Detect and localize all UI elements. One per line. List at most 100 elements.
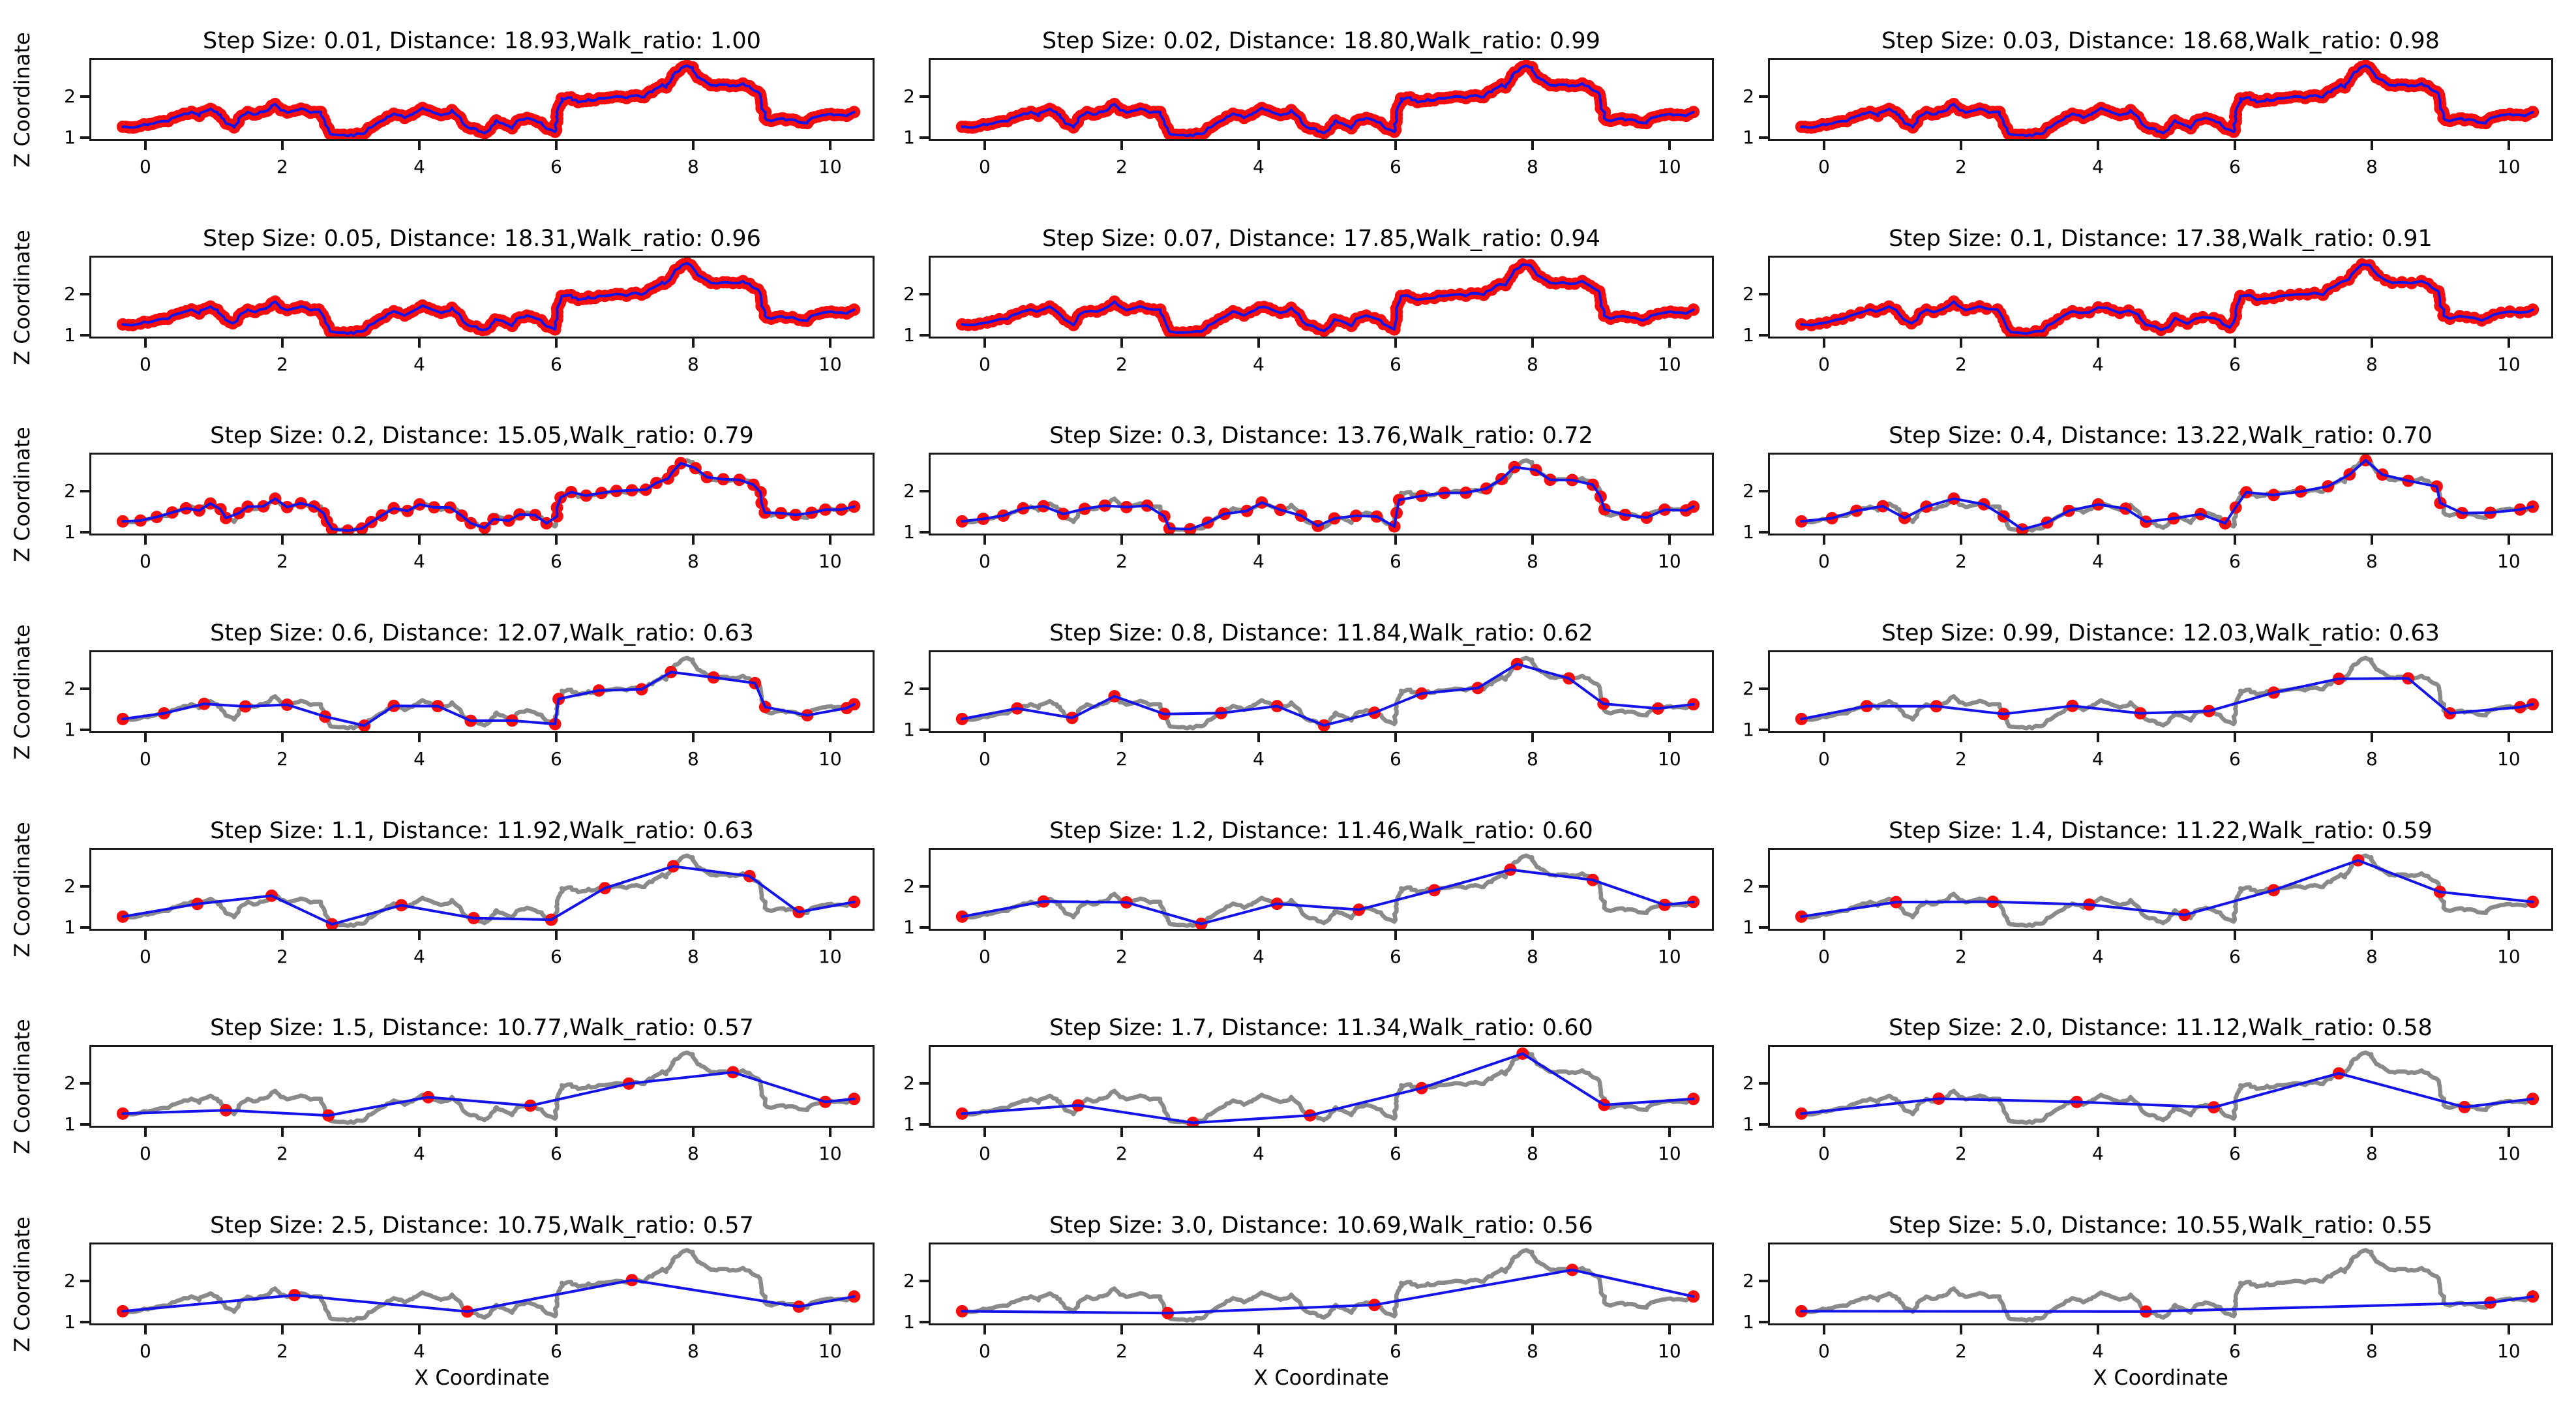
x-tick-label: 0 bbox=[1818, 748, 1830, 770]
x-tick-mark bbox=[1531, 1128, 1534, 1137]
sampled-markers bbox=[955, 258, 1700, 337]
x-tick-label: 10 bbox=[1658, 156, 1681, 177]
walk-path bbox=[1799, 655, 2535, 731]
y-axis-label-row-3: Z Coordinate bbox=[10, 426, 35, 562]
y-tick-mark bbox=[920, 530, 929, 534]
y-tick-label: 2 bbox=[64, 1072, 76, 1094]
x-tick-mark bbox=[143, 1128, 147, 1137]
x-axis-label-col-3: X Coordinate bbox=[2093, 1365, 2228, 1390]
x-tick-mark bbox=[2370, 535, 2373, 545]
walk-path bbox=[1799, 1050, 2535, 1125]
sampled-markers bbox=[955, 1047, 1700, 1126]
x-tick-label: 4 bbox=[1252, 354, 1265, 375]
x-tick-mark bbox=[828, 931, 831, 940]
y-tick-mark bbox=[80, 926, 89, 929]
sampled-markers bbox=[116, 457, 861, 534]
plot-frame bbox=[929, 453, 1714, 535]
x-tick-mark bbox=[280, 1325, 284, 1334]
x-tick-mark bbox=[983, 931, 986, 940]
y-tick-label: 2 bbox=[903, 283, 915, 305]
x-tick-mark bbox=[1959, 339, 1962, 348]
resampled-line bbox=[961, 1052, 1695, 1124]
y-tick-label: 1 bbox=[1743, 718, 1754, 740]
plot-frame bbox=[929, 1243, 1714, 1325]
y-tick-label: 2 bbox=[64, 875, 76, 897]
x-tick-mark bbox=[417, 931, 421, 940]
plot-frame bbox=[1768, 1045, 2553, 1128]
subplot-step-2.5: Step Size: 2.5, Distance: 10.75,Walk_rat… bbox=[33, 1212, 931, 1368]
x-tick-mark bbox=[2233, 535, 2236, 545]
resampled-line bbox=[121, 262, 856, 335]
plot-area bbox=[955, 853, 1700, 929]
y-tick-label: 1 bbox=[903, 1310, 915, 1333]
x-tick-label: 8 bbox=[2365, 1340, 2378, 1362]
y-tick-label: 2 bbox=[1743, 678, 1754, 700]
y-tick-label: 2 bbox=[903, 875, 915, 897]
resampled-line bbox=[961, 64, 1695, 138]
y-tick-mark bbox=[920, 136, 929, 139]
x-tick-label: 10 bbox=[2497, 550, 2521, 572]
plot-area bbox=[116, 457, 861, 534]
x-tick-mark bbox=[1394, 1325, 1397, 1334]
y-tick-label: 2 bbox=[1743, 480, 1754, 502]
y-tick-mark bbox=[80, 333, 89, 337]
x-tick-label: 0 bbox=[1818, 354, 1830, 375]
x-tick-label: 8 bbox=[687, 354, 699, 375]
y-tick-mark bbox=[80, 1122, 89, 1126]
x-tick-mark bbox=[691, 339, 695, 348]
x-tick-mark bbox=[2233, 1325, 2236, 1334]
x-tick-mark bbox=[1120, 1325, 1123, 1334]
x-tick-label: 4 bbox=[413, 1143, 425, 1164]
plot-frame bbox=[929, 58, 1714, 141]
sampled-markers bbox=[116, 60, 861, 139]
y-tick-label: 1 bbox=[64, 718, 76, 740]
plot-area bbox=[955, 458, 1700, 534]
subplot-title: Step Size: 1.1, Distance: 11.92,Walk_rat… bbox=[210, 818, 754, 844]
y-tick-mark bbox=[920, 687, 929, 691]
y-tick-mark bbox=[920, 1280, 929, 1283]
subplot-title: Step Size: 0.07, Distance: 17.85,Walk_ra… bbox=[1042, 226, 1600, 252]
walk-path bbox=[121, 1248, 856, 1323]
y-tick-mark bbox=[80, 136, 89, 139]
x-tick-label: 0 bbox=[139, 1340, 151, 1362]
x-tick-mark bbox=[2507, 1325, 2510, 1334]
y-tick-mark bbox=[1759, 490, 1768, 493]
x-tick-label: 4 bbox=[2091, 1143, 2104, 1164]
x-tick-label: 6 bbox=[1389, 354, 1401, 375]
resampled-line bbox=[121, 670, 856, 727]
subplot-title: Step Size: 1.5, Distance: 10.77,Walk_rat… bbox=[210, 1015, 754, 1041]
y-tick-label: 1 bbox=[64, 916, 76, 938]
x-tick-mark bbox=[2233, 931, 2236, 940]
x-tick-mark bbox=[554, 1325, 558, 1334]
x-tick-mark bbox=[554, 339, 558, 348]
y-tick-label: 2 bbox=[1743, 1072, 1754, 1094]
x-tick-label: 4 bbox=[413, 354, 425, 375]
subplot-step-1.4: Step Size: 1.4, Distance: 11.22,Walk_rat… bbox=[1711, 817, 2576, 974]
resampled-line bbox=[1800, 64, 2534, 138]
x-tick-mark bbox=[1531, 733, 1534, 742]
x-tick-label: 4 bbox=[1252, 156, 1265, 177]
x-tick-mark bbox=[2370, 931, 2373, 940]
x-tick-label: 0 bbox=[978, 1340, 991, 1362]
plot-frame bbox=[89, 1045, 875, 1128]
x-tick-mark bbox=[2233, 733, 2236, 742]
x-tick-label: 10 bbox=[1658, 1143, 1681, 1164]
plot-frame bbox=[929, 848, 1714, 931]
y-tick-mark bbox=[920, 1320, 929, 1323]
y-tick-mark bbox=[920, 926, 929, 929]
x-tick-mark bbox=[417, 339, 421, 348]
x-tick-label: 0 bbox=[1818, 1340, 1830, 1362]
x-tick-mark bbox=[1257, 141, 1260, 150]
subplot-title: Step Size: 3.0, Distance: 10.69,Walk_rat… bbox=[1049, 1213, 1593, 1239]
x-tick-mark bbox=[2507, 535, 2510, 545]
y-tick-label: 1 bbox=[903, 126, 915, 148]
x-tick-mark bbox=[2370, 1325, 2373, 1334]
x-tick-mark bbox=[554, 931, 558, 940]
y-tick-label: 2 bbox=[64, 85, 76, 108]
x-tick-mark bbox=[1257, 1128, 1260, 1137]
plot-area bbox=[1795, 60, 2539, 139]
x-tick-mark bbox=[1531, 931, 1534, 940]
x-tick-mark bbox=[2096, 141, 2099, 150]
x-tick-label: 6 bbox=[2228, 946, 2241, 967]
x-tick-label: 2 bbox=[276, 354, 288, 375]
